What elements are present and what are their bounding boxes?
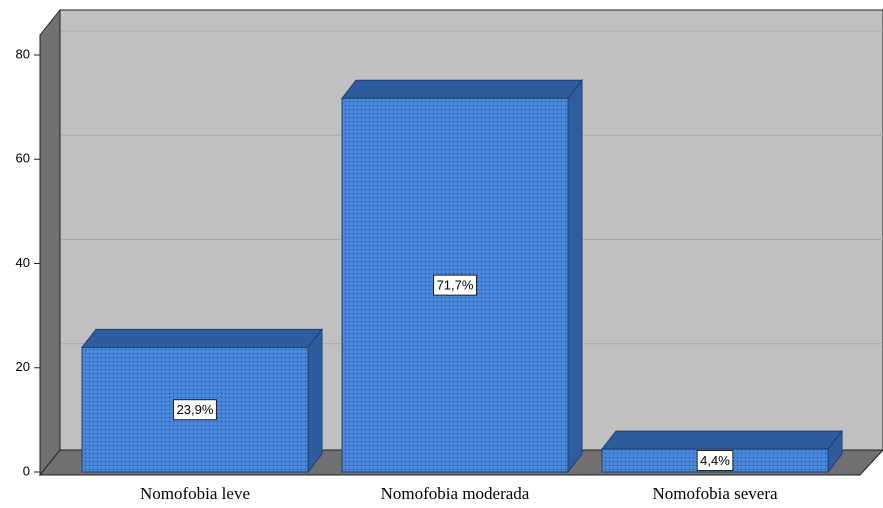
x-tick-label: Nomofobia leve — [140, 484, 250, 503]
data-label: 23,9% — [177, 402, 214, 417]
bar-top — [80, 328, 324, 348]
bar-top — [340, 79, 584, 99]
data-label-box — [696, 450, 734, 472]
data-label: 71,7% — [437, 278, 474, 293]
data-label: 4,4% — [700, 453, 730, 468]
y-tick-label: 40 — [16, 255, 30, 270]
bar-side — [307, 327, 323, 474]
bar-top — [600, 430, 844, 450]
data-label-box — [433, 274, 477, 296]
y-tick-label: 60 — [16, 151, 30, 166]
side-wall — [39, 8, 61, 477]
y-tick-label: 20 — [16, 359, 30, 374]
data-label-box — [173, 399, 217, 421]
y-tick-label: 80 — [16, 46, 30, 61]
y-tick-label: 0 — [23, 463, 30, 478]
bar-side — [567, 78, 583, 474]
x-tick-label: Nomofobia severa — [652, 484, 778, 503]
x-tick-label: Nomofobia moderada — [381, 484, 530, 503]
